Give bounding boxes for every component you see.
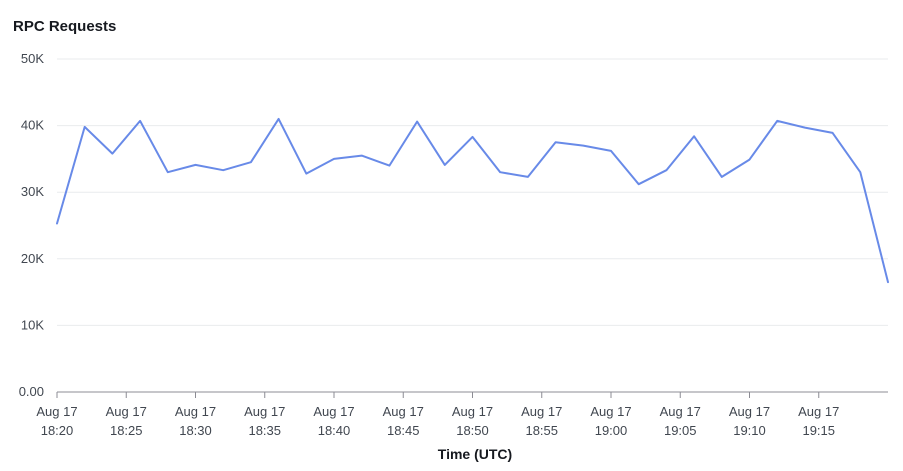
x-tick-label-time: 18:50 bbox=[456, 423, 489, 438]
y-tick-label: 0.00 bbox=[19, 384, 44, 399]
x-tick-label-date: Aug 17 bbox=[244, 404, 285, 419]
x-tick-label-date: Aug 17 bbox=[452, 404, 493, 419]
chart-title: RPC Requests bbox=[13, 18, 116, 35]
x-tick-label-date: Aug 17 bbox=[521, 404, 562, 419]
x-axis-label: Time (UTC) bbox=[438, 446, 512, 462]
x-tick-label-time: 19:00 bbox=[595, 423, 628, 438]
x-tick-label-time: 18:35 bbox=[248, 423, 281, 438]
series-line bbox=[56, 117, 889, 284]
y-tick-label: 10K bbox=[21, 317, 44, 332]
grid-lines bbox=[57, 58, 888, 326]
x-tick-label-time: 19:15 bbox=[802, 423, 835, 438]
x-axis-ticks: Aug 17 18:20 Aug 17 18:25 Aug 17 18:30 Aug 17 1… bbox=[36, 392, 839, 438]
y-tick-label: 30K bbox=[21, 184, 44, 199]
x-tick-label-date: Aug 17 bbox=[383, 404, 424, 419]
x-tick-label-date: Aug 17 bbox=[590, 404, 631, 419]
x-tick-label-date: Aug 17 bbox=[313, 404, 354, 419]
x-tick-label-time: 18:40 bbox=[318, 423, 351, 438]
x-tick-label-time: 19:05 bbox=[664, 423, 697, 438]
x-tick-label-time: 18:20 bbox=[41, 423, 74, 438]
y-tick-label: 40K bbox=[21, 118, 44, 133]
x-tick-label-time: 18:45 bbox=[387, 423, 420, 438]
y-axis-ticks: 0.00 10K 20K 30K 40K 50K bbox=[19, 51, 45, 399]
x-tick-label-date: Aug 17 bbox=[798, 404, 839, 419]
x-tick-label-date: Aug 17 bbox=[660, 404, 701, 419]
x-tick-label-time: 18:55 bbox=[525, 423, 558, 438]
y-tick-label: 20K bbox=[21, 251, 44, 266]
series-layer bbox=[56, 117, 889, 284]
x-tick-label-time: 18:25 bbox=[110, 423, 143, 438]
y-tick-label: 50K bbox=[21, 51, 44, 66]
x-tick-label-time: 18:30 bbox=[179, 423, 212, 438]
x-tick-label-time: 19:10 bbox=[733, 423, 766, 438]
x-tick-label-date: Aug 17 bbox=[106, 404, 147, 419]
x-tick-label-date: Aug 17 bbox=[36, 404, 77, 419]
x-tick-label-date: Aug 17 bbox=[175, 404, 216, 419]
x-tick-label-date: Aug 17 bbox=[729, 404, 770, 419]
